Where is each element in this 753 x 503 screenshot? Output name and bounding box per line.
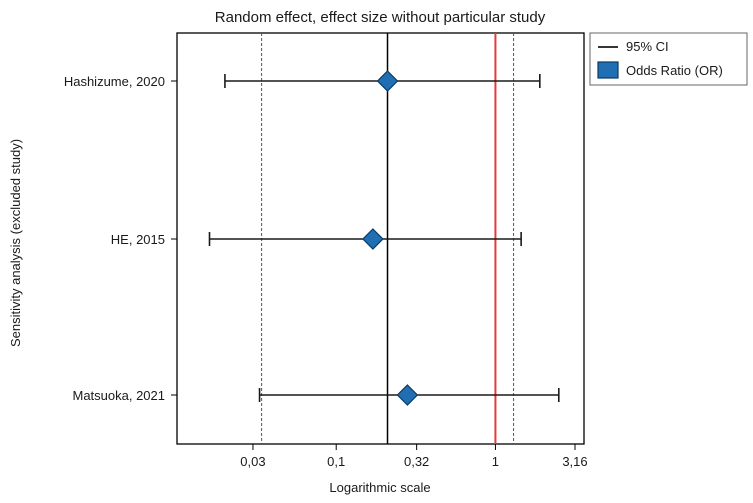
study-label-2: Matsuoka, 2021 [72, 388, 165, 403]
or-marker-0 [376, 70, 399, 92]
x-axis-label: Logarithmic scale [329, 480, 430, 495]
x-tick-label-4: 3,16 [562, 454, 587, 469]
legend-or-swatch [597, 61, 619, 79]
chart-title: Random effect, effect size without parti… [215, 9, 546, 26]
x-tick-label-3: 1 [492, 454, 499, 469]
or-marker-1 [362, 228, 384, 250]
x-tick-label-1: 0,1 [327, 454, 345, 469]
legend: 95% CI Odds Ratio (OR) [589, 32, 748, 86]
legend-ci-label: 95% CI [626, 39, 669, 54]
study-label-0: Hashizume, 2020 [64, 74, 165, 89]
study-label-1: HE, 2015 [111, 232, 165, 247]
legend-or-label: Odds Ratio (OR) [626, 63, 723, 78]
plot-area: 0,03 0,1 0,32 1 3,16 Hashizume, 2020 HE, 2015 M… [64, 32, 588, 469]
or-marker-2 [396, 384, 419, 406]
x-tick-label-2: 0,32 [404, 454, 429, 469]
x-tick-label-0: 0,03 [240, 454, 265, 469]
y-axis-label: Sensitivity analysis (excluded study) [8, 139, 23, 347]
